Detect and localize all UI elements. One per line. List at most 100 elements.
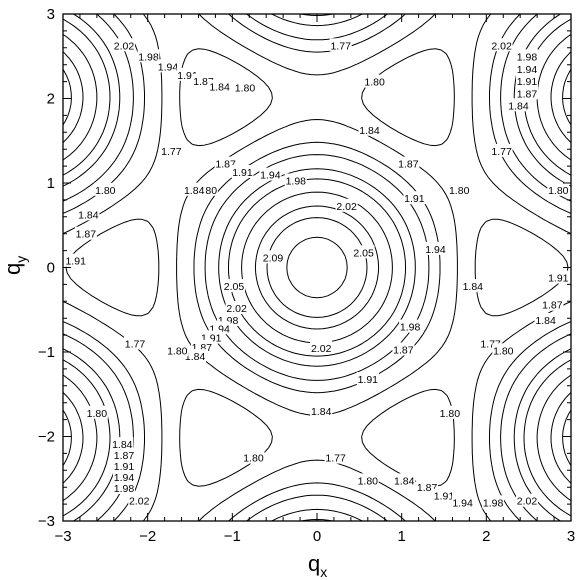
- contour-label-bg: [482, 495, 505, 509]
- contour-label-bg: [490, 38, 513, 52]
- contour-label: 1.84: [359, 125, 380, 137]
- y-tick-label: −3: [38, 513, 55, 530]
- contour-label-bg: [461, 279, 484, 293]
- contour-label-bg: [183, 182, 206, 196]
- contour-level-1-98: [62, 33, 572, 502]
- contour-label-bg: [329, 38, 352, 52]
- contour-label-bg: [284, 173, 307, 187]
- contour-label: 1.84: [209, 82, 230, 94]
- contour-label: 1.80: [449, 185, 470, 197]
- x-tick-label: 3: [567, 528, 575, 545]
- contour-label: 1.77: [491, 146, 512, 158]
- contour-label: 1.87: [76, 229, 97, 241]
- contour-label: 1.80: [440, 408, 461, 420]
- contour-label: 2.05: [224, 281, 245, 293]
- contour-label-bg: [507, 98, 530, 112]
- contour-label-bg: [225, 301, 248, 315]
- contour-level-1-84: [62, 13, 572, 522]
- contour-labels: 2.021.981.941.911.871.84 1.801.771.802.02…: [64, 38, 570, 509]
- contour-label: 1.91: [358, 374, 379, 386]
- contour-label-bg: [157, 59, 179, 73]
- contour-label-bg: [393, 473, 416, 487]
- contour-label: 1.98: [286, 176, 307, 188]
- contour-label-bg: [137, 49, 160, 63]
- contour-label: 1.87: [393, 345, 414, 357]
- contour-label: 1.91: [434, 491, 455, 503]
- contour-label: 2.02: [517, 496, 538, 508]
- contour-label-bg: [492, 343, 515, 357]
- contour-label: 1.87: [417, 482, 438, 494]
- contour-label: 1.84: [508, 100, 529, 112]
- contour-label-bg: [516, 86, 538, 100]
- contour-label-bg: [113, 448, 135, 462]
- contour-label: 2.02: [114, 40, 135, 52]
- contour-label-bg: [399, 319, 422, 333]
- contour-label-bg: [424, 241, 447, 255]
- contour-label-bg: [124, 336, 146, 350]
- contour-level-1-77: [65, 48, 569, 487]
- contour-label: 1.91: [548, 273, 569, 285]
- contour-label-bg: [451, 495, 474, 509]
- contour-label-bg: [113, 459, 135, 473]
- contour-label-bg: [234, 80, 256, 94]
- contour-label: 1.98: [483, 497, 504, 509]
- x-tick-label: −1: [224, 528, 241, 545]
- contour-label-bg: [534, 312, 557, 326]
- contour-label-bg: [392, 342, 415, 356]
- contour-label: 1.77: [125, 339, 146, 351]
- contour-label: 1.87: [542, 300, 563, 312]
- x-tick-label: 2: [482, 528, 490, 545]
- contour-label-bg: [74, 226, 97, 240]
- contour-label: 1.80: [358, 475, 379, 487]
- contour-label: 1.84: [185, 351, 206, 363]
- contour-level-1-8: [62, 13, 572, 522]
- x-tick-label: 0: [313, 528, 321, 545]
- contour-label-bg: [214, 156, 237, 170]
- contour-label: 2.02: [336, 201, 357, 213]
- contour-label: 1.84: [535, 315, 556, 327]
- contour-label: 1.84: [78, 209, 99, 221]
- tick-marks: [62, 13, 572, 522]
- y-tick-label: 1: [47, 175, 55, 192]
- contour-label: 1.80: [493, 345, 514, 357]
- contour-label: 1.98: [400, 322, 421, 334]
- contour-label-bg: [208, 79, 231, 93]
- contour-label-bg: [184, 349, 207, 363]
- y-tick-label: 3: [47, 6, 55, 23]
- contour-level-1-87: [62, 13, 572, 522]
- contour-level-2-09: [286, 236, 348, 299]
- contour-label: 1.80: [235, 83, 256, 95]
- contour-label-bg: [113, 38, 135, 52]
- contour-label-bg: [242, 450, 265, 464]
- contour-level-1-94: [62, 13, 572, 522]
- contour-label-bg: [113, 481, 135, 494]
- contour-label-bg: [94, 182, 117, 196]
- contour-label-bg: [352, 245, 375, 259]
- tick-labels: −3 −2 −1 0 1 2 3 −3 −2 −1 0 1 2 3: [38, 6, 575, 545]
- y-tick-label: 0: [47, 260, 55, 277]
- contour-label-bg: [223, 279, 245, 293]
- contour-label: 1.94: [158, 61, 179, 73]
- x-tick-label: 1: [397, 528, 405, 545]
- contour-label-bg: [516, 61, 538, 75]
- contour-label: 1.80: [95, 185, 116, 197]
- contour-label-bg: [231, 165, 254, 178]
- contour-label-bg: [516, 73, 538, 87]
- contour-label: 1.80: [364, 77, 385, 89]
- contour-label: 1.91: [65, 256, 86, 268]
- contour-label-bg: [490, 143, 513, 157]
- contour-label: 1.77: [325, 453, 346, 465]
- contour-label-bg: [416, 480, 439, 494]
- contour-label-bg: [547, 270, 570, 284]
- contour-label: 1.87: [215, 159, 236, 171]
- contour-label: 2.02: [311, 343, 332, 355]
- contour-label-bg: [363, 74, 386, 88]
- contour-label: 2.02: [129, 496, 150, 508]
- contour-label: 1.94: [452, 497, 473, 509]
- contour-label-bg: [111, 437, 134, 451]
- contour-label-bg: [85, 405, 108, 419]
- contour-label: 1.77: [161, 146, 182, 158]
- contour-label-bg: [356, 372, 379, 385]
- axis-ticks: [62, 13, 572, 522]
- contour-label-bg: [324, 450, 347, 464]
